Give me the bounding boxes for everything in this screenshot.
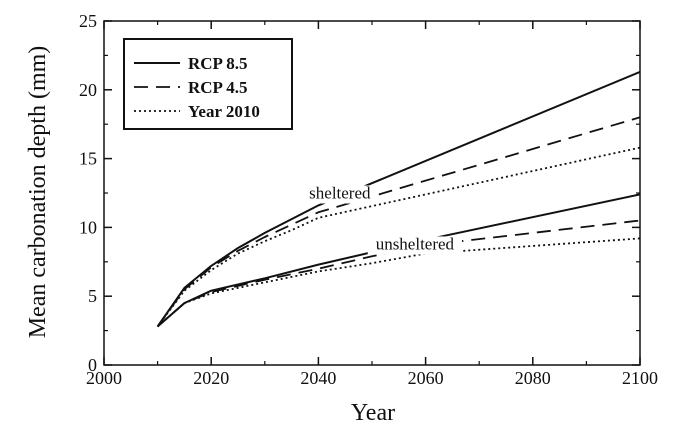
legend-label: RCP 4.5 bbox=[188, 78, 248, 97]
series-line-unsheltered-5 bbox=[157, 237, 641, 328]
series-line-sheltered-2 bbox=[156, 146, 641, 328]
axis-ticks: 2000 2020 2040 2060 2080 2100 0 5 10 15 20 25 bbox=[79, 11, 658, 388]
x-axis-title: Year bbox=[351, 400, 395, 426]
y-tick-label: 5 bbox=[88, 286, 97, 306]
series-line-sheltered-0 bbox=[156, 70, 641, 328]
legend-box bbox=[123, 38, 293, 130]
annotation-label-1: unsheltered bbox=[376, 234, 455, 253]
y-tick-label: 15 bbox=[79, 149, 97, 169]
y-tick-label: 10 bbox=[79, 217, 97, 237]
legend-label: Year 2010 bbox=[188, 102, 260, 121]
annotation-label-0: sheltered bbox=[309, 184, 371, 203]
series-line-sheltered-1 bbox=[156, 116, 641, 328]
annotation-bg-1 bbox=[367, 236, 462, 255]
legend-label: RCP 8.5 bbox=[188, 54, 248, 73]
legend: RCP 8.5 RCP 4.5 Year 2010 bbox=[123, 38, 293, 130]
annotation-layer: sheltered unsheltered bbox=[300, 184, 462, 255]
y-tick-label: 25 bbox=[79, 11, 97, 31]
annotation-bg-0 bbox=[300, 185, 379, 204]
x-tick-label: 2100 bbox=[622, 368, 658, 388]
x-tick-label: 2080 bbox=[515, 368, 551, 388]
x-tick-label: 2000 bbox=[86, 368, 122, 388]
y-tick-label: 0 bbox=[88, 355, 97, 375]
series-line-unsheltered-3 bbox=[156, 193, 641, 328]
x-tick-label: 2020 bbox=[193, 368, 229, 388]
y-axis-title: Mean carbonation depth (mm) bbox=[25, 46, 51, 339]
x-tick-label: 2040 bbox=[300, 368, 336, 388]
x-tick-label: 2060 bbox=[408, 368, 444, 388]
y-tick-label: 20 bbox=[79, 80, 97, 100]
